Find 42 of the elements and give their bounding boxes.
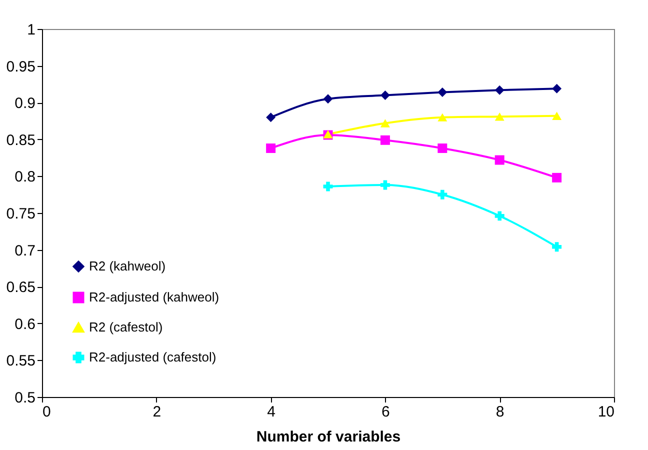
y-tick-label: 0.85 bbox=[6, 132, 36, 149]
point bbox=[438, 88, 448, 98]
x-tick-label: 6 bbox=[382, 404, 390, 420]
point bbox=[552, 172, 562, 182]
point bbox=[323, 94, 333, 104]
point bbox=[380, 90, 390, 100]
y-tick-label: 0.6 bbox=[14, 316, 36, 333]
point bbox=[380, 135, 390, 145]
legend-label: R2-adjusted (kahweol) bbox=[89, 290, 220, 304]
point bbox=[494, 85, 504, 95]
x-tick-label: 10 bbox=[598, 404, 614, 420]
point bbox=[552, 112, 562, 120]
point bbox=[552, 84, 562, 94]
point bbox=[438, 143, 448, 153]
point bbox=[494, 112, 504, 121]
y-tick-label: 0.8 bbox=[14, 168, 36, 186]
x-axis-title: Number of variables bbox=[256, 428, 401, 446]
point bbox=[266, 143, 276, 153]
x-tick-label: 4 bbox=[267, 404, 276, 420]
legend-label: R2 (cafestol) bbox=[89, 320, 163, 334]
point bbox=[266, 112, 276, 122]
y-tick-label: 0.7 bbox=[14, 242, 36, 260]
y-tick-label: 0.95 bbox=[6, 58, 36, 76]
y-tick-label: 0.55 bbox=[6, 352, 36, 370]
y-tick-label: 0.5 bbox=[14, 390, 36, 406]
point bbox=[380, 180, 390, 190]
point bbox=[494, 211, 504, 221]
x-tick-label: 8 bbox=[496, 404, 504, 420]
y-tick-label: 1 bbox=[27, 22, 36, 38]
x-tick-label: 0 bbox=[42, 404, 51, 420]
x-tick-label: 2 bbox=[152, 404, 162, 420]
legend-label: R2 (kahweol) bbox=[89, 258, 166, 274]
point bbox=[552, 242, 562, 252]
point bbox=[438, 190, 448, 200]
legend-label: R2-adjusted (cafestol) bbox=[89, 350, 216, 364]
y-tick-label: 0.75 bbox=[6, 206, 36, 222]
point bbox=[438, 113, 448, 122]
point bbox=[380, 119, 390, 128]
y-tick-label: 0.65 bbox=[6, 279, 36, 296]
point bbox=[494, 155, 504, 165]
point bbox=[323, 182, 333, 192]
y-tick-label: 0.9 bbox=[14, 95, 36, 112]
